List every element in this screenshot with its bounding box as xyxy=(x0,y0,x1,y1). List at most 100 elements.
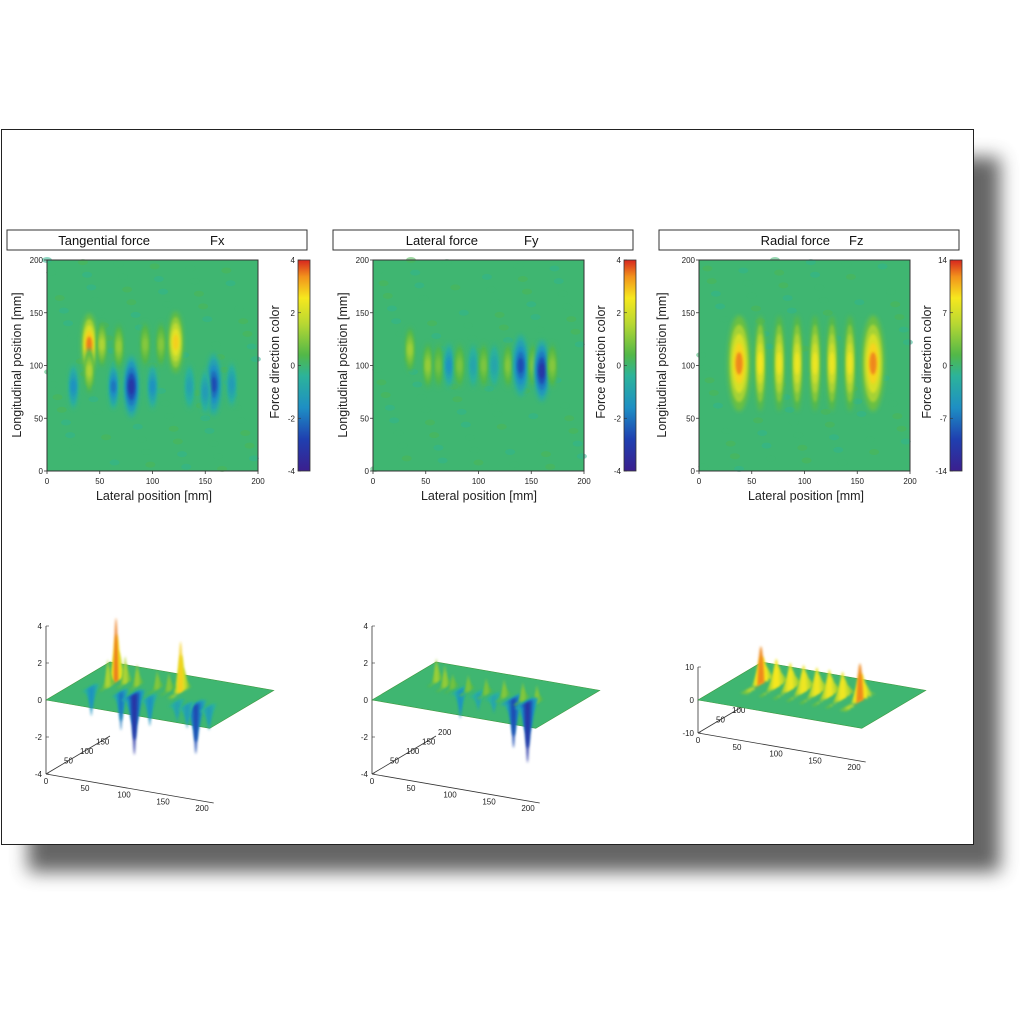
heatmap-texture xyxy=(429,432,440,439)
heatmap-texture xyxy=(566,316,577,323)
title-box-fz xyxy=(658,229,960,251)
panel-fy: Lateral force Fy Longitudinal position [… xyxy=(332,229,634,503)
x3d-tick-label: 200 xyxy=(195,804,209,813)
heatmap-texture xyxy=(877,263,888,270)
heatmap-texture xyxy=(382,292,393,299)
heatmap-texture xyxy=(240,430,251,437)
heatmap-texture xyxy=(246,343,257,350)
surface-ridge xyxy=(758,678,792,698)
surface-ridge xyxy=(811,688,845,707)
ylabel-fz: Longitudinal position [mm] xyxy=(655,292,669,437)
heatmap-texture xyxy=(562,303,573,310)
heatmap-texture xyxy=(441,259,452,266)
heatmap-texture xyxy=(696,351,707,358)
heatmap-texture xyxy=(48,381,59,388)
heatmap-texture xyxy=(557,290,568,297)
heatmap-texture xyxy=(869,449,880,456)
heatmap-texture xyxy=(541,451,552,458)
surface-ridge xyxy=(772,681,806,700)
heatmap-feature xyxy=(471,359,476,372)
z-tick-label: -4 xyxy=(361,770,369,779)
heatmap-texture xyxy=(242,330,253,337)
heatmap-texture xyxy=(414,282,425,289)
y3d-tick-label: 100 xyxy=(406,747,420,756)
cblabel-fy: Force direction color xyxy=(594,305,608,418)
surface-ridge xyxy=(426,676,445,688)
heatmap-texture xyxy=(517,275,528,282)
heatmap-texture xyxy=(902,339,913,346)
heatmap-texture xyxy=(44,368,55,375)
heatmap-texture xyxy=(786,307,797,314)
surface-ridge xyxy=(147,697,152,727)
x-tick-label: 150 xyxy=(851,477,865,486)
x-axis-3d xyxy=(371,773,540,804)
colorbar-tick-label: 2 xyxy=(291,309,296,318)
heatmap-feature xyxy=(142,338,148,351)
heatmap-texture xyxy=(528,413,539,420)
heatmap-texture xyxy=(86,284,97,291)
heatmap-texture xyxy=(378,280,389,287)
x-tick-label: 50 xyxy=(747,477,756,486)
heatmap-texture xyxy=(219,366,230,373)
heatmap-texture xyxy=(734,465,745,472)
heatmap-texture xyxy=(149,263,160,270)
colorbar-tick-label: 0 xyxy=(291,362,296,371)
heatmap-feature xyxy=(407,343,413,356)
surface-ridge xyxy=(509,698,516,749)
heatmap-texture xyxy=(236,417,247,424)
panel-fx: Tangential force Fx Longitudinal positio… xyxy=(6,229,308,503)
surface-ridge xyxy=(523,701,530,763)
heatmap-2: 0 50 100 150 200 0 50 100 150 200 14 7 0 -7 -14 xyxy=(682,256,963,486)
heatmap-texture xyxy=(757,430,768,437)
heatmap-texture xyxy=(782,294,793,301)
surface-3d-2: 100-1005010015020050100150200 xyxy=(682,646,927,772)
surface-ridge xyxy=(118,692,123,731)
heatmap-texture xyxy=(395,330,406,337)
heatmap-texture xyxy=(177,451,188,458)
heatmap-texture xyxy=(896,425,907,432)
heatmap-feature xyxy=(99,338,105,351)
heatmap-texture xyxy=(427,320,438,327)
heatmap-feature xyxy=(847,352,853,375)
heatmap-feature xyxy=(150,380,155,393)
heatmap-texture xyxy=(492,411,503,418)
heatmap-texture xyxy=(126,299,137,306)
heatmap-texture xyxy=(486,286,497,293)
heatmap-texture xyxy=(145,461,156,468)
heatmap-texture xyxy=(706,278,717,285)
heatmap-feature xyxy=(172,334,179,351)
title-symbol-fy: Fy xyxy=(524,233,539,248)
heatmap-texture xyxy=(82,271,93,278)
heatmap-texture xyxy=(484,385,495,392)
heatmap-texture xyxy=(69,444,80,451)
x-tick-label: 0 xyxy=(697,477,702,486)
x3d-tick-label: 200 xyxy=(521,804,535,813)
heatmap-texture xyxy=(109,459,120,466)
heatmap-texture xyxy=(465,434,476,441)
heatmap-texture xyxy=(856,411,867,418)
x3d-tick-label: 100 xyxy=(443,791,457,800)
x-tick-label: 200 xyxy=(251,477,265,486)
heatmap-feature xyxy=(425,359,431,372)
heatmap-texture xyxy=(858,311,869,318)
heatmap-feature xyxy=(505,359,511,372)
heatmap-texture xyxy=(763,343,774,350)
heatmap-feature xyxy=(735,352,743,375)
heatmap-texture xyxy=(158,288,169,295)
heatmap-texture xyxy=(888,400,899,407)
y-tick-label: 0 xyxy=(691,467,696,476)
heatmap-texture xyxy=(136,436,147,443)
surface-ridge xyxy=(771,658,780,691)
y3d-tick-label: 150 xyxy=(96,738,110,747)
surface-ridge xyxy=(824,690,858,709)
heatmap-texture xyxy=(71,345,82,352)
heatmap-texture xyxy=(719,316,730,323)
heatmap-feature xyxy=(539,362,545,379)
heatmap-texture xyxy=(778,282,789,289)
heatmap-texture xyxy=(225,280,236,287)
title-fz: Radial force xyxy=(761,233,830,248)
heatmap-feature xyxy=(86,336,92,353)
heatmap-texture xyxy=(202,316,213,323)
